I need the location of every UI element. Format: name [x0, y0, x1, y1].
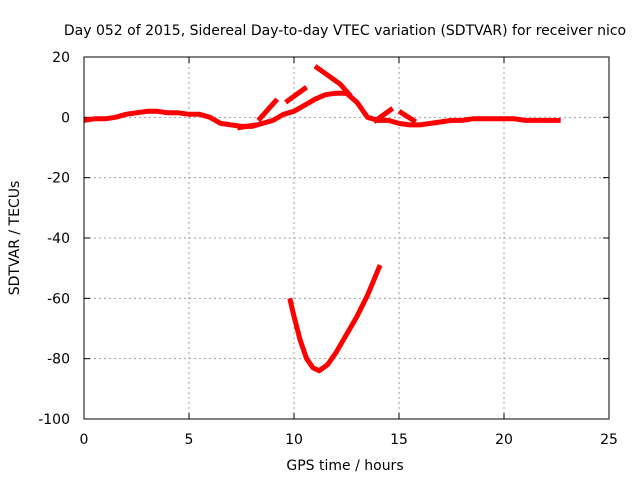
chart-title: Day 052 of 2015, Sidereal Day-to-day VTE…	[64, 23, 626, 39]
y-tick-label: 0	[61, 110, 70, 126]
x-axis-label: GPS time / hours	[286, 458, 403, 474]
x-tick-label: 25	[600, 432, 618, 448]
series-line-1	[287, 264, 383, 374]
y-tick-label: 20	[52, 50, 70, 66]
y-tick-label: -40	[47, 231, 70, 247]
axis-ticks: 0 5 10 15 20 25 -100 -80 -60 -40 -20 0 20	[38, 50, 618, 448]
x-tick-label: 10	[285, 432, 303, 448]
y-tick-label: -80	[47, 352, 70, 368]
y-tick-label: -100	[38, 412, 70, 428]
series-line-4	[284, 85, 309, 105]
series-line-7	[397, 109, 418, 125]
x-tick-label: 20	[495, 432, 513, 448]
series-line-3	[256, 97, 280, 123]
x-tick-label: 0	[80, 432, 89, 448]
series-line-5	[313, 64, 353, 98]
y-tick-label: -20	[47, 171, 70, 187]
x-tick-label: 5	[185, 432, 194, 448]
y-tick-label: -60	[47, 291, 70, 307]
x-tick-label: 15	[390, 432, 408, 448]
series-line-2	[236, 122, 257, 131]
series-line-6	[372, 106, 395, 124]
y-axis-label: SDTVAR / TECUs	[7, 181, 23, 296]
data-series	[83, 64, 561, 374]
plot-frame	[83, 56, 610, 420]
series-line-0	[83, 90, 561, 129]
